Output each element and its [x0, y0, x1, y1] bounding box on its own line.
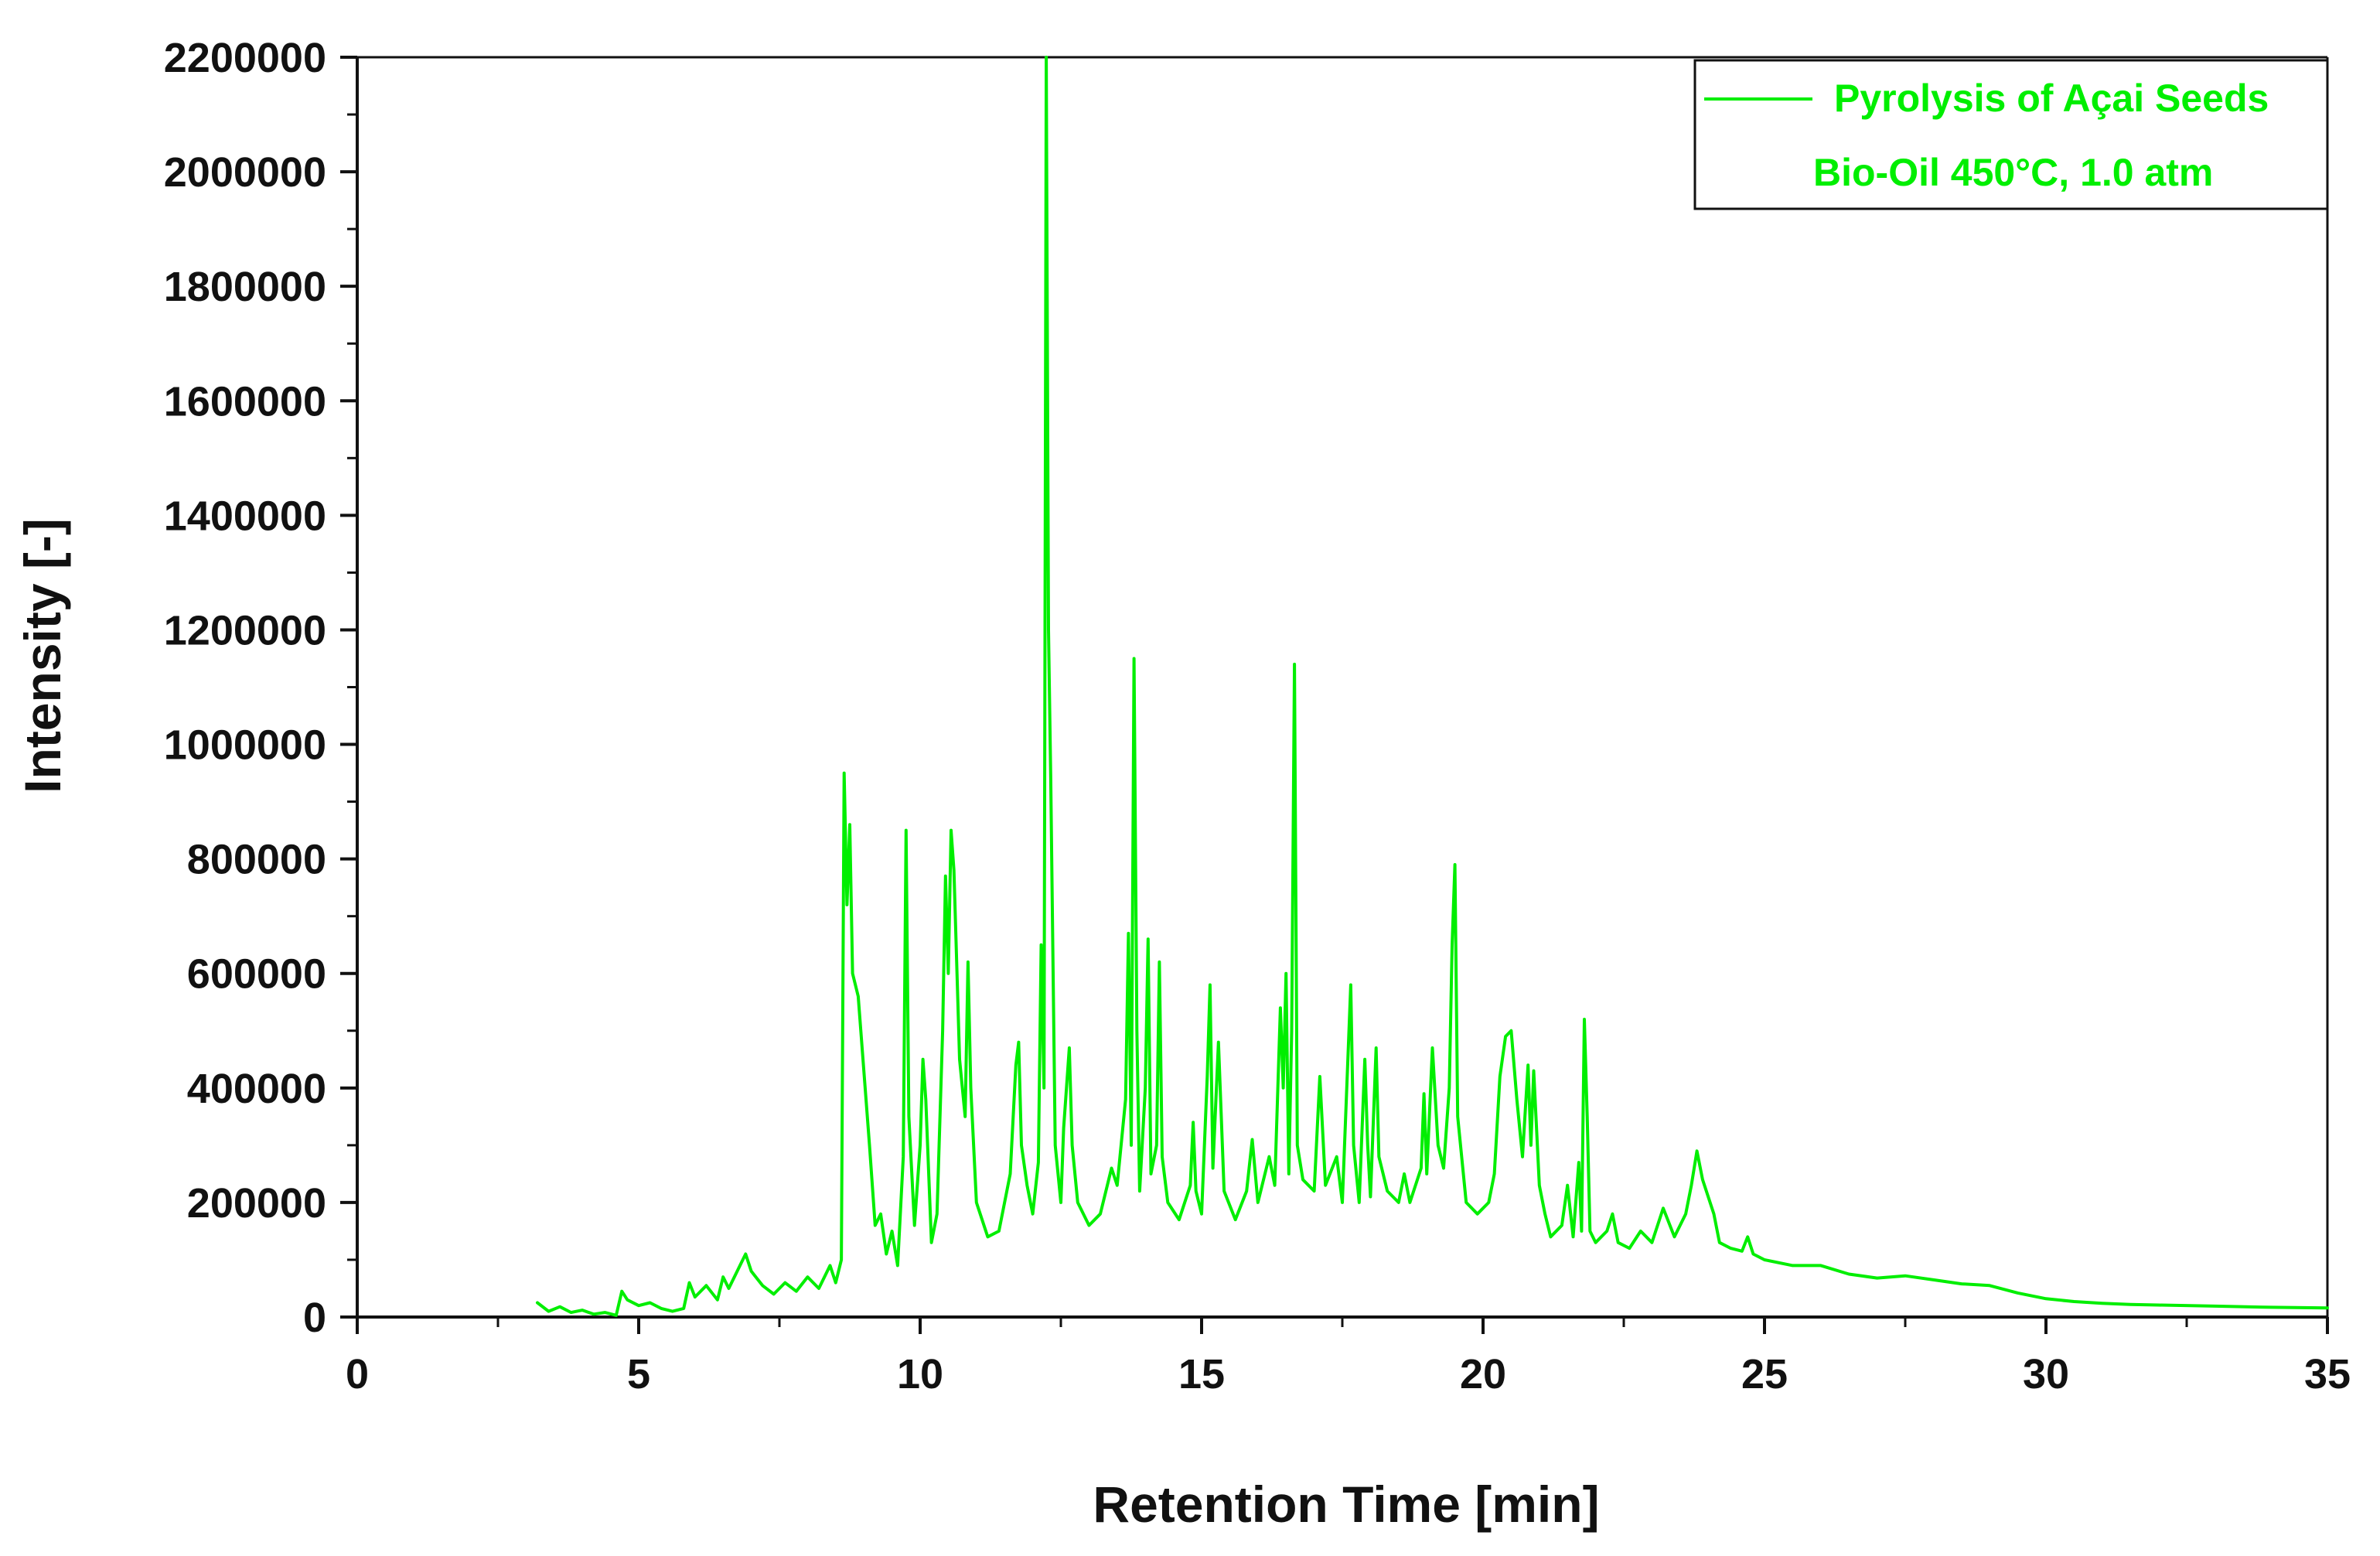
- y-tick-label: 1600000: [164, 378, 326, 425]
- x-axis-title: Retention Time [min]: [1093, 1476, 1599, 1533]
- y-tick-label: 1200000: [164, 607, 326, 653]
- series-line-0: [536, 56, 2329, 1317]
- x-tick-label: 15: [1178, 1351, 1225, 1397]
- y-tick-label: 2200000: [164, 35, 326, 81]
- x-tick-label: 20: [1460, 1351, 1506, 1397]
- y-tick-label: 1400000: [164, 493, 326, 539]
- axes-layer: 0 5 10 15 20 25 30 35 0 200000 400000 600000 800000 1…: [164, 35, 2351, 1397]
- x-tick-label: 5: [627, 1351, 650, 1397]
- y-tick-label: 400000: [187, 1066, 326, 1112]
- series-layer: [536, 56, 2329, 1317]
- y-tick-label: 200000: [187, 1180, 326, 1227]
- legend-box: [1693, 59, 2329, 210]
- legend: Pyrolysis of Açai Seeds Bio-Oil 450°C, 1…: [1693, 59, 2329, 210]
- x-tick-label: 30: [2023, 1351, 2069, 1397]
- y-tick-label: 600000: [187, 951, 326, 998]
- x-tick-label: 0: [346, 1351, 369, 1397]
- y-tick-label: 2000000: [164, 149, 326, 196]
- legend-series-sublabel: Bio-Oil 450°C, 1.0 atm: [1813, 151, 2213, 194]
- y-tick-label: 1000000: [164, 722, 326, 769]
- y-tick-label: 800000: [187, 837, 326, 883]
- y-tick-label: 0: [303, 1295, 326, 1341]
- y-tick-label: 1800000: [164, 264, 326, 310]
- x-tick-label: 10: [897, 1351, 943, 1397]
- legend-series-label: Pyrolysis of Açai Seeds: [1834, 77, 2269, 120]
- x-tick-label: 35: [2304, 1351, 2351, 1397]
- x-tick-label: 25: [1741, 1351, 1788, 1397]
- y-axis-title: Intensity [-]: [14, 518, 71, 793]
